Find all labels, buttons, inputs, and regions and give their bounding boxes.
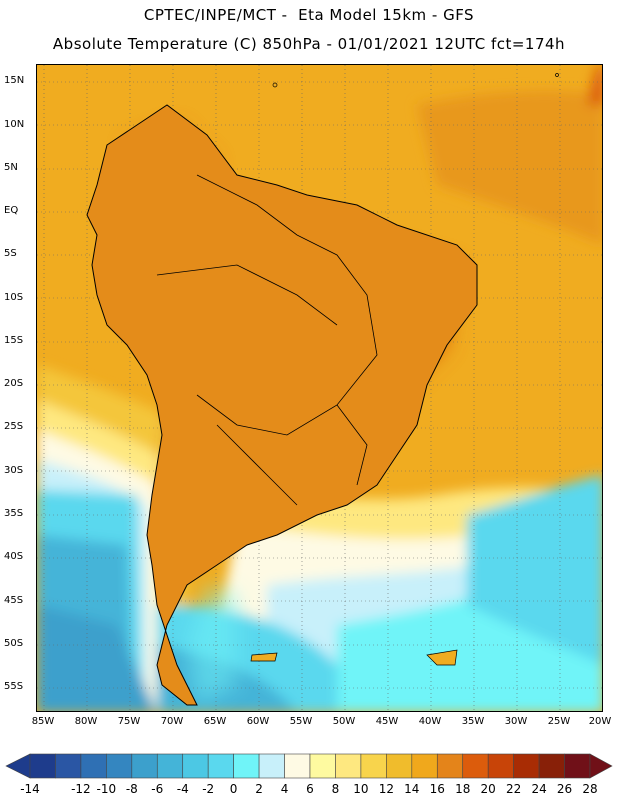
colorbar-tick-label: 28	[582, 782, 598, 796]
colorbar-tick-label: -10	[96, 782, 117, 796]
map-panel	[36, 64, 603, 712]
lat-label: 50S	[4, 638, 24, 649]
colorbar-tick-label: -2	[202, 782, 215, 796]
colorbar-swatch	[55, 753, 82, 779]
lat-label: 35S	[4, 508, 24, 519]
colorbar-tick-label: 10	[353, 782, 369, 796]
colorbar-swatch	[564, 753, 591, 779]
temperature-map	[37, 65, 602, 711]
lat-label: EQ	[4, 205, 19, 216]
colorbar-tick-label: -14	[20, 782, 40, 796]
lon-label: 25W	[547, 716, 571, 727]
lat-label: 45S	[4, 595, 24, 606]
lat-label: 10N	[4, 119, 25, 130]
colorbar-tick-label: -4	[176, 782, 189, 796]
lon-label: 20W	[588, 716, 612, 727]
lon-label: 30W	[504, 716, 528, 727]
colorbar-tick-label: 18	[455, 782, 471, 796]
lat-label: 40S	[4, 551, 24, 562]
colorbar-tick-label: 14	[404, 782, 420, 796]
colorbar-swatch	[29, 753, 56, 779]
lon-label: 85W	[31, 716, 55, 727]
colorbar-swatch	[156, 753, 184, 779]
lon-label: 60W	[246, 716, 270, 727]
lon-label: 45W	[375, 716, 399, 727]
colorbar-swatch	[436, 753, 464, 779]
colorbar-tick-label: 8	[331, 782, 340, 796]
colorbar-tick-label: -8	[125, 782, 138, 796]
colorbar-swatch	[335, 753, 362, 779]
lon-label: 55W	[289, 716, 313, 727]
colorbar-swatch	[309, 753, 336, 779]
colorbar-tick-label: 6	[306, 782, 314, 796]
lat-label: 20S	[4, 378, 24, 389]
map-subtitle: Absolute Temperature (C) 850hPa - 01/01/…	[52, 35, 566, 53]
colorbar-tick-label: 20	[480, 782, 496, 796]
colorbar-swatch	[182, 753, 209, 779]
colorbar-tick-label: 0	[229, 782, 238, 796]
colorbar-tick-label: 4	[280, 782, 289, 796]
lon-label: 65W	[203, 716, 227, 727]
lat-label: 5N	[4, 162, 18, 173]
lat-label: 15N	[4, 75, 25, 86]
lat-label: 15S	[4, 335, 24, 346]
colorbar-tick-label: -12	[71, 782, 91, 796]
colorbar-swatch	[538, 753, 565, 779]
colorbar-swatch	[106, 753, 133, 779]
colorbar-tick-label: 24	[531, 782, 547, 796]
colorbar-tick-label: 12	[378, 782, 394, 796]
colorbar-swatch	[233, 753, 260, 779]
lat-label: 10S	[4, 292, 24, 303]
colorbar-swatch	[462, 753, 489, 779]
lon-label: 35W	[461, 716, 485, 727]
colorbar-swatch	[360, 753, 387, 779]
lon-label: 80W	[74, 716, 98, 727]
colorbar-swatch	[131, 753, 158, 779]
colorbar-swatch	[411, 753, 438, 779]
colorbar-tick-label: 22	[505, 782, 522, 796]
colorbar-tick-label: -6	[151, 782, 164, 796]
colorbar-tick-label: 16	[429, 782, 445, 796]
lon-label: 50W	[332, 716, 356, 727]
colorbar-swatch	[284, 753, 311, 779]
colorbar-swatch	[80, 753, 107, 779]
colorbar-arrow-left	[5, 753, 31, 779]
colorbar-swatch	[258, 753, 285, 779]
coastline	[86, 104, 478, 706]
lat-label: 25S	[4, 421, 24, 432]
lat-label: 30S	[4, 465, 24, 476]
colorbar-swatch	[386, 753, 413, 779]
colorbar-tick-label: 2	[255, 782, 263, 796]
lat-label: 55S	[4, 681, 24, 692]
colorbar-tick-label: 26	[556, 782, 573, 796]
colorbar-swatch	[207, 753, 234, 779]
lat-label: 5S	[4, 248, 17, 259]
lon-label: 70W	[160, 716, 184, 727]
colorbar-swatch	[513, 753, 540, 779]
map-title: CPTEC/INPE/MCT - Eta Model 15km - GFS	[143, 6, 475, 24]
lon-label: 40W	[418, 716, 442, 727]
lon-label: 75W	[117, 716, 141, 727]
colorbar-arrow-right	[589, 753, 613, 779]
islands	[250, 73, 559, 666]
colorbar-swatch	[487, 753, 514, 779]
colorbar	[5, 753, 613, 779]
